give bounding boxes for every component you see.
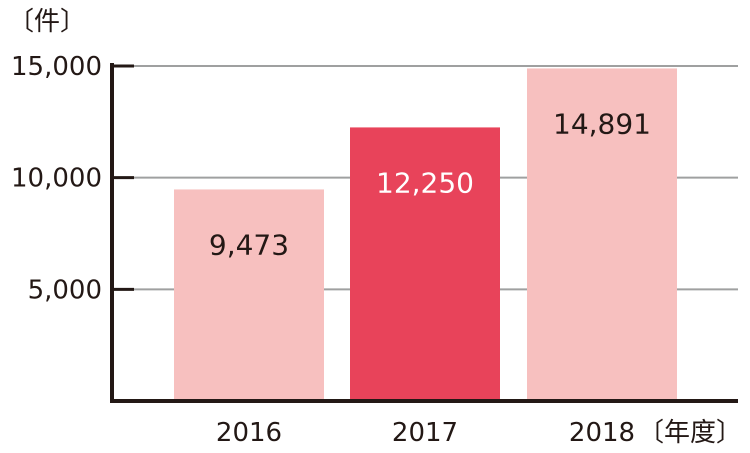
bar-2018 — [527, 68, 677, 402]
bar-2016 — [174, 189, 324, 401]
x-tick-label: 2017 — [392, 418, 458, 448]
y-axis-unit-label: 〔件〕 — [8, 7, 86, 37]
y-tick-label: 5,000 — [28, 275, 102, 305]
y-tick-label: 10,000 — [11, 164, 102, 194]
bar-2017 — [350, 127, 500, 402]
axes — [110, 63, 738, 403]
y-tick-label: 15,000 — [11, 52, 102, 82]
bars — [174, 68, 677, 402]
labels: 5,000 10,000 15,000 9,473 2016 12,250 2017 14,8… — [11, 52, 651, 448]
bar-value-label: 12,250 — [376, 166, 474, 199]
x-tick-label: 2016 — [216, 418, 282, 448]
x-tick-label: 2018 — [569, 418, 635, 448]
bar-value-label: 9,473 — [209, 228, 289, 261]
bar-value-label: 14,891 — [553, 107, 651, 140]
x-axis-unit-label: 〔年度〕 — [638, 418, 742, 448]
